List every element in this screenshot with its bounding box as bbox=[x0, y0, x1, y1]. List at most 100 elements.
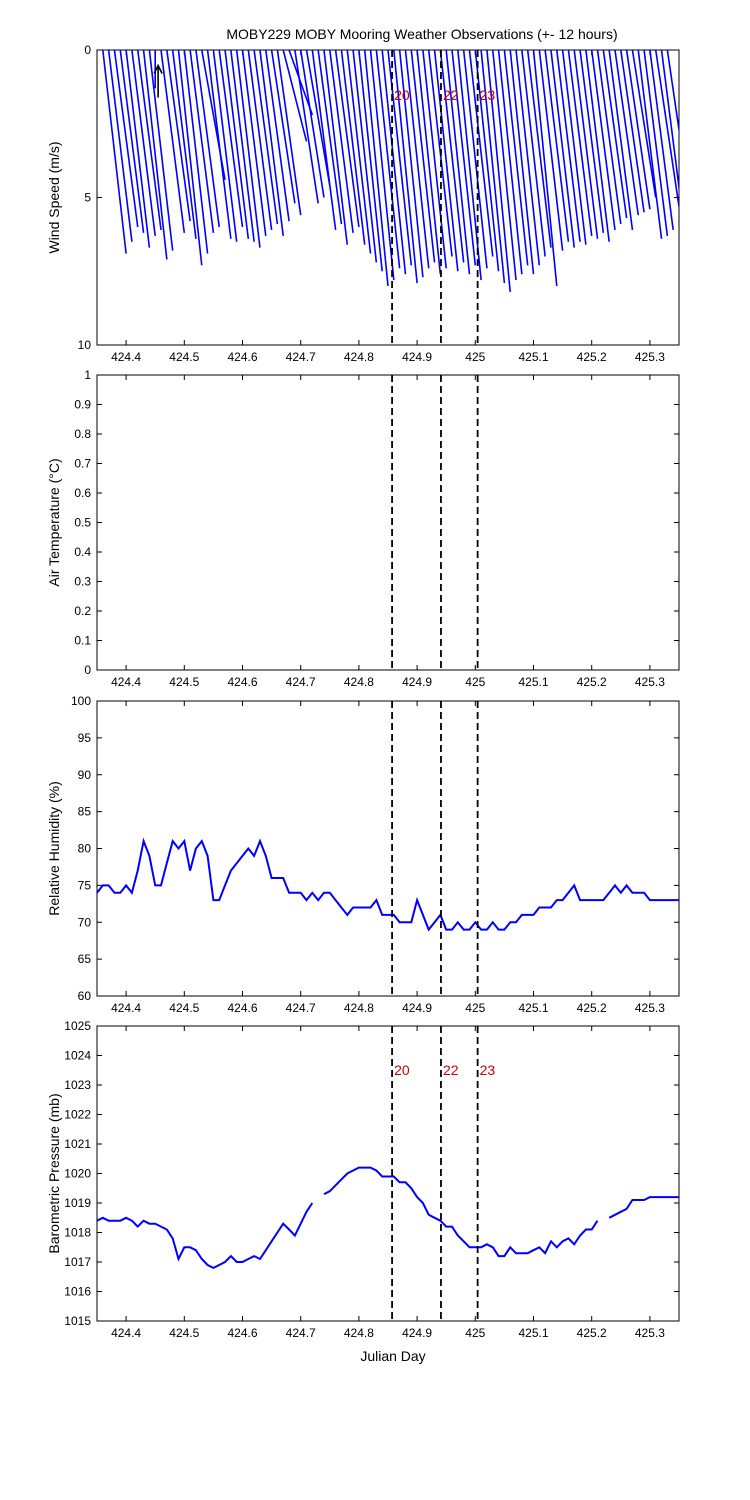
data-layer bbox=[97, 837, 679, 932]
wind-stick bbox=[590, 50, 616, 231]
wind-stick bbox=[166, 50, 191, 222]
wind-stick bbox=[119, 50, 145, 234]
wind-stick bbox=[264, 50, 290, 222]
wind-stick bbox=[544, 50, 570, 242]
y-axis-label: Wind Speed (m/s) bbox=[46, 141, 62, 253]
y-tick-label: 0.6 bbox=[74, 486, 91, 500]
y-tick-label: 1016 bbox=[64, 1285, 91, 1299]
wind-stick bbox=[585, 50, 610, 242]
wind-stick bbox=[113, 50, 139, 228]
y-tick-label: 1020 bbox=[64, 1167, 91, 1181]
x-tick-label: 424.6 bbox=[227, 1326, 257, 1340]
y-tick-label: 0.9 bbox=[74, 398, 91, 412]
x-tick-label: 425.3 bbox=[635, 1326, 665, 1340]
y-tick-label: 75 bbox=[78, 878, 92, 892]
y-tick-label: 0 bbox=[84, 43, 91, 57]
wind-stick bbox=[369, 50, 395, 281]
wind-stick bbox=[416, 50, 442, 275]
x-tick-label: 425.1 bbox=[518, 675, 548, 689]
wind-stick bbox=[381, 50, 407, 275]
data-layer bbox=[102, 50, 679, 292]
wind-stick bbox=[136, 50, 162, 231]
wind-stick bbox=[451, 50, 477, 266]
wind-stick bbox=[439, 50, 465, 263]
wind-stick bbox=[259, 50, 285, 236]
wind-stick bbox=[649, 50, 674, 231]
wind-stick bbox=[329, 50, 354, 234]
y-tick-label: 100 bbox=[71, 694, 91, 708]
wind-stick bbox=[346, 50, 372, 254]
x-tick-label: 424.7 bbox=[286, 350, 316, 364]
barometric-pressure-panel: 424.4 424.5 424.6 424.7 424.8 424.9 425 425.1 42… bbox=[46, 1019, 680, 1340]
x-tick-label: 424.9 bbox=[402, 1326, 432, 1340]
event-marker-label: 20 bbox=[394, 87, 410, 103]
wind-stick bbox=[189, 50, 215, 234]
wind-stick bbox=[334, 50, 360, 228]
event-marker-label: 20 bbox=[394, 1062, 410, 1078]
y-tick-label: 95 bbox=[78, 731, 92, 745]
y-tick-label: 70 bbox=[78, 915, 92, 929]
y-tick-label: 85 bbox=[78, 805, 92, 819]
y-tick-label: 0.4 bbox=[74, 545, 91, 559]
wind-stick bbox=[660, 50, 679, 194]
wind-stick bbox=[666, 50, 679, 136]
wind-stick bbox=[340, 50, 366, 245]
y-tick-label: 0 bbox=[84, 663, 91, 677]
x-tick-label: 424.5 bbox=[169, 1326, 199, 1340]
wind-stick bbox=[532, 50, 558, 287]
wind-stick bbox=[474, 50, 500, 272]
x-axis-label: Julian Day bbox=[360, 1348, 425, 1364]
x-tick-label: 424.5 bbox=[169, 350, 199, 364]
wind-stick bbox=[526, 50, 552, 248]
y-tick-label: 1015 bbox=[64, 1314, 91, 1328]
wind-stick bbox=[515, 50, 541, 266]
y-tick-label: 1022 bbox=[64, 1108, 91, 1122]
wind-stick bbox=[503, 50, 529, 266]
x-tick-label: 424.7 bbox=[286, 1001, 316, 1015]
y-axis-label: Barometric Pressure (mb) bbox=[46, 1093, 62, 1253]
event-marker-label: 22 bbox=[443, 1062, 459, 1078]
wind-stick bbox=[497, 50, 523, 275]
x-tick-label: 425.2 bbox=[577, 350, 607, 364]
y-tick-label: 0.8 bbox=[74, 427, 91, 441]
wind-stick bbox=[486, 50, 512, 292]
wind-stick bbox=[404, 50, 430, 269]
relative-humidity-panel: 424.4 424.5 424.6 424.7 424.8 424.9 425 425.1 42… bbox=[46, 694, 680, 1015]
wind-stick bbox=[462, 50, 488, 269]
wind-stick bbox=[637, 50, 663, 239]
x-tick-label: 425 bbox=[465, 675, 485, 689]
wind-stick bbox=[352, 50, 378, 263]
wind-stick bbox=[614, 50, 640, 216]
x-tick-label: 425.1 bbox=[518, 1326, 548, 1340]
y-axis-label: Air Temperature (°C) bbox=[46, 458, 62, 586]
y-tick-label: 1018 bbox=[64, 1226, 91, 1240]
wind-stick bbox=[445, 50, 471, 275]
wind-stick bbox=[171, 50, 197, 239]
x-tick-label: 425.1 bbox=[518, 350, 548, 364]
wind-stick bbox=[433, 50, 459, 272]
x-tick-label: 425.3 bbox=[635, 675, 665, 689]
wind-stick bbox=[230, 50, 255, 242]
event-marker-label: 22 bbox=[443, 87, 459, 103]
x-tick-label: 424.9 bbox=[402, 350, 432, 364]
wind-stick bbox=[550, 50, 576, 248]
x-tick-label: 424.8 bbox=[344, 350, 374, 364]
y-tick-label: 1024 bbox=[64, 1049, 91, 1063]
wind-stick bbox=[299, 50, 325, 198]
y-tick-label: 1 bbox=[84, 368, 91, 382]
x-tick-label: 424.9 bbox=[402, 1001, 432, 1015]
wind-stick bbox=[509, 50, 535, 275]
wind-stick bbox=[643, 50, 669, 236]
wind-stick bbox=[148, 50, 174, 251]
y-tick-label: 0.2 bbox=[74, 604, 91, 618]
x-tick-label: 424.6 bbox=[227, 1001, 257, 1015]
y-tick-label: 0.1 bbox=[74, 634, 91, 648]
wind-stick bbox=[323, 50, 349, 245]
y-tick-label: 1023 bbox=[64, 1078, 91, 1092]
x-tick-label: 424.5 bbox=[169, 1001, 199, 1015]
y-tick-label: 0.7 bbox=[74, 457, 91, 471]
wind-stick bbox=[282, 50, 308, 142]
wind-stick bbox=[235, 50, 261, 248]
wind-stick bbox=[363, 50, 389, 287]
wind-stick bbox=[620, 50, 645, 213]
